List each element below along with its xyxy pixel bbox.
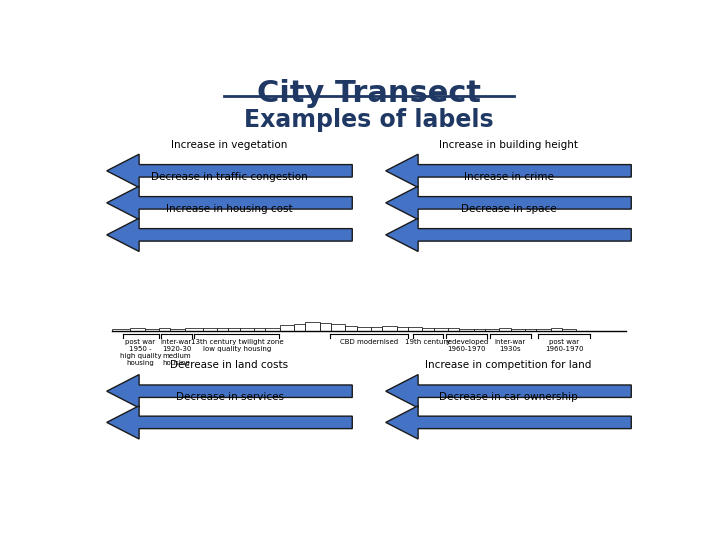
Bar [159, 328, 171, 331]
Text: inter-war
1930s: inter-war 1930s [495, 339, 526, 352]
Polygon shape [386, 218, 631, 252]
Bar [551, 328, 562, 331]
Bar [279, 325, 294, 331]
Bar [562, 329, 577, 331]
Bar [228, 328, 240, 331]
Text: post war
1950 -
high quality
housing: post war 1950 - high quality housing [120, 339, 161, 366]
Polygon shape [107, 154, 352, 187]
Bar [346, 326, 356, 331]
Text: Increase in vegetation: Increase in vegetation [171, 140, 288, 150]
Bar [408, 327, 423, 331]
Bar [397, 327, 408, 331]
Bar [485, 329, 500, 331]
Text: Increase in housing cost: Increase in housing cost [166, 204, 293, 214]
Bar [171, 329, 185, 331]
Bar [423, 328, 433, 331]
Bar [371, 327, 382, 331]
Bar [536, 329, 551, 331]
Bar [510, 329, 525, 331]
Bar [525, 329, 536, 331]
Polygon shape [107, 406, 352, 439]
Polygon shape [386, 406, 631, 439]
Polygon shape [107, 218, 352, 252]
Text: Decrease in space: Decrease in space [461, 204, 557, 214]
Bar [130, 328, 145, 331]
Text: Increase in crime: Increase in crime [464, 172, 554, 182]
Bar [382, 326, 397, 331]
Polygon shape [107, 375, 352, 408]
Bar [500, 328, 510, 331]
Polygon shape [386, 154, 631, 187]
Bar [448, 328, 459, 331]
Text: CBD modernised: CBD modernised [340, 339, 398, 345]
Polygon shape [386, 375, 631, 408]
Bar [265, 328, 279, 331]
Text: Increase in competition for land: Increase in competition for land [426, 360, 592, 370]
Text: Decrease in land costs: Decrease in land costs [171, 360, 289, 370]
Text: City Transect: City Transect [257, 79, 481, 109]
Text: Examples of labels: Examples of labels [244, 109, 494, 132]
Text: Decrease in traffic congestion: Decrease in traffic congestion [151, 172, 308, 182]
Text: inter-war
1920-30
medium
housing: inter-war 1920-30 medium housing [161, 339, 192, 366]
Bar [112, 329, 130, 331]
Bar [433, 328, 448, 331]
Bar [240, 328, 254, 331]
Text: 19th century: 19th century [405, 339, 451, 345]
Bar [356, 327, 371, 331]
Bar [331, 325, 346, 331]
Bar [254, 328, 265, 331]
Bar [185, 328, 202, 331]
Bar [305, 322, 320, 331]
Bar [294, 324, 305, 331]
Text: 13th century twilight zone
low quality housing: 13th century twilight zone low quality h… [191, 339, 284, 352]
Bar [474, 329, 485, 331]
Polygon shape [107, 186, 352, 219]
Text: Decrease in services: Decrease in services [176, 392, 284, 402]
Bar [459, 328, 474, 331]
Text: Decrease in car ownership: Decrease in car ownership [439, 392, 578, 402]
Text: Increase in building height: Increase in building height [439, 140, 578, 150]
Text: post war
1960-1970: post war 1960-1970 [545, 339, 583, 352]
Bar [217, 328, 228, 331]
Text: redeveloped
1960-1970: redeveloped 1960-1970 [445, 339, 488, 352]
Bar [145, 329, 159, 331]
Bar [202, 328, 217, 331]
Polygon shape [386, 186, 631, 219]
Bar [320, 323, 331, 331]
